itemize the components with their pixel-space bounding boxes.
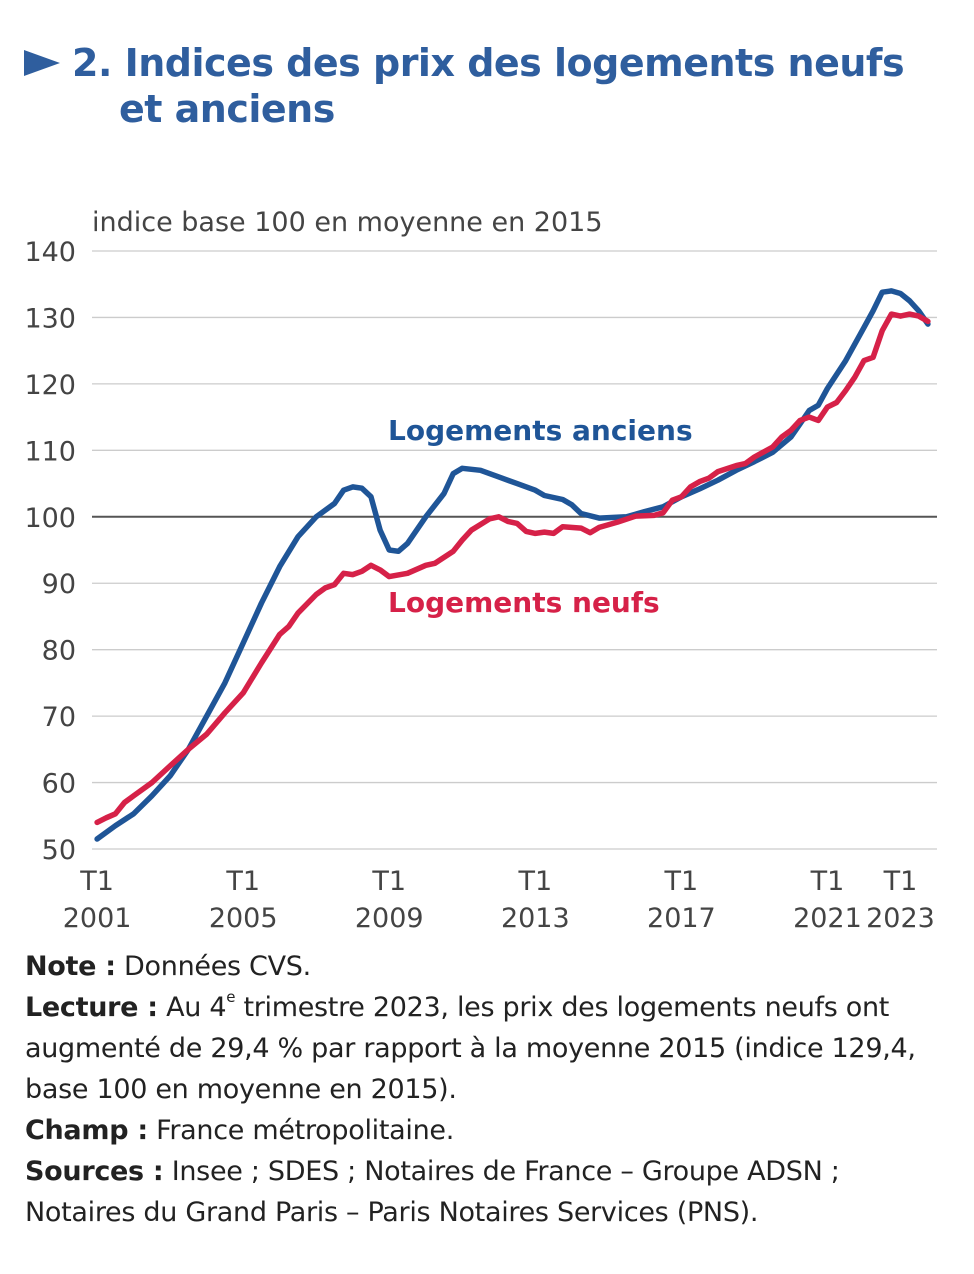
note-line: Note : Données CVS.: [25, 946, 955, 987]
champ-text: France métropolitaine.: [147, 1115, 454, 1146]
lecture-sup: e: [226, 988, 236, 1006]
x-tick-label: 2009: [355, 903, 424, 934]
y-tick-label: 140: [24, 237, 76, 268]
x-tick-label: T1: [225, 866, 260, 897]
x-tick-label: 2023: [866, 903, 935, 934]
title-line-2: et anciens: [119, 87, 335, 131]
lecture-label: Lecture :: [25, 992, 158, 1023]
x-tick-label: T1: [371, 866, 406, 897]
y-tick-label: 100: [24, 503, 76, 534]
y-tick-label: 80: [42, 636, 76, 667]
y-axis-label: indice base 100 en moyenne en 2015: [92, 207, 603, 238]
label-logements-anciens: Logements anciens: [388, 414, 693, 447]
y-tick-label: 110: [24, 436, 76, 467]
title-line-1: 2. Indices des prix des logements neufs: [72, 41, 905, 85]
sources-text: Insee ; SDES ; Notaires de France – Grou…: [25, 1156, 840, 1228]
x-tick-label: 2017: [647, 903, 716, 934]
lecture-text-b: trimestre 2023, les prix des logements n…: [25, 992, 916, 1105]
series-line-logements-anciens: [94, 288, 931, 842]
note-label: Note :: [25, 951, 116, 982]
sources-line: Sources : Insee ; SDES ; Notaires de Fra…: [25, 1151, 955, 1233]
arrow-icon: [24, 50, 60, 76]
x-tick-label: 2001: [63, 903, 132, 934]
x-tick-label: 2021: [793, 903, 862, 934]
y-tick-label: 130: [24, 303, 76, 334]
notes: Note : Données CVS. Lecture : Au 4e trim…: [25, 946, 955, 1233]
sources-label: Sources :: [25, 1156, 164, 1187]
y-tick-label: 70: [42, 702, 76, 733]
x-tick-label: 2013: [501, 903, 570, 934]
lecture-text-a: Au 4: [157, 992, 227, 1023]
x-tick-label: T1: [79, 866, 114, 897]
x-tick-label: T1: [810, 866, 845, 897]
x-tick-label: T1: [883, 866, 918, 897]
x-tick-label: T1: [517, 866, 552, 897]
champ-line: Champ : France métropolitaine.: [25, 1110, 955, 1151]
x-tick-label: 2005: [209, 903, 278, 934]
champ-label: Champ :: [25, 1115, 148, 1146]
lecture-line: Lecture : Au 4e trimestre 2023, les prix…: [25, 987, 955, 1110]
label-logements-neufs: Logements neufs: [388, 586, 660, 619]
line-chart: indice base 100 en moyenne en 2015 50 60 7…: [24, 207, 937, 934]
note-text: Données CVS.: [115, 951, 311, 982]
y-tick-label: 120: [24, 370, 76, 401]
y-tick-label: 60: [42, 769, 76, 800]
x-tick-label: T1: [664, 866, 699, 897]
y-tick-label: 50: [42, 835, 76, 866]
series-line-logements-neufs: [94, 311, 931, 826]
y-tick-label: 90: [42, 569, 76, 600]
